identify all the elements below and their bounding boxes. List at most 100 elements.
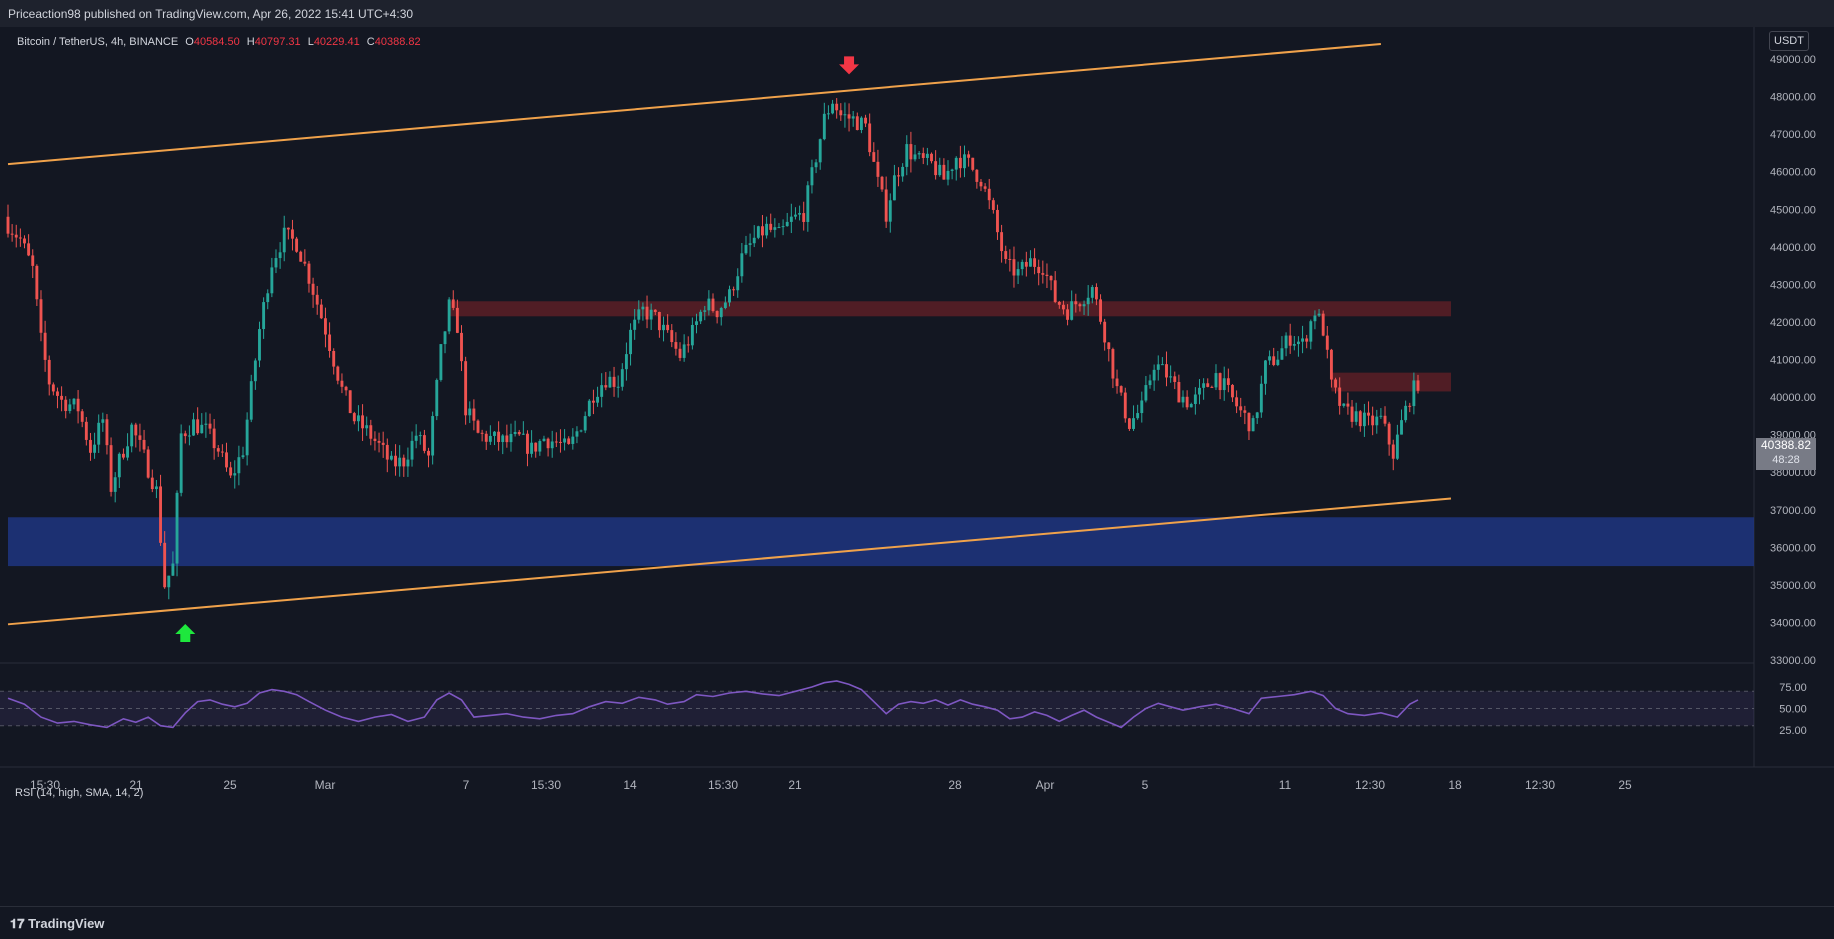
candle-body [934, 161, 938, 176]
candle-body [377, 440, 381, 443]
candle-body [443, 331, 447, 345]
price-tick-label: 41000.00 [1770, 355, 1816, 367]
candle-body [398, 457, 402, 467]
candle-body [1251, 418, 1255, 432]
candle-body [946, 170, 950, 180]
candle-body [311, 283, 315, 295]
candle-body [1367, 412, 1370, 416]
candle-body [84, 421, 88, 440]
candle-body [686, 344, 690, 346]
candle-body [653, 309, 657, 313]
candle-body [1342, 403, 1346, 406]
chart-legend: Bitcoin / TetherUS, 4h, BINANCE O40584.5… [17, 36, 421, 48]
candle-body [340, 380, 344, 387]
candle-body [954, 157, 958, 170]
candle-body [1371, 415, 1375, 426]
candle-body [105, 419, 109, 446]
candle-body [897, 175, 900, 177]
candle-body [967, 154, 971, 158]
candle-body [1391, 444, 1395, 459]
candle-body [732, 289, 736, 291]
candle-body [1309, 321, 1313, 342]
candle-body [464, 361, 468, 416]
low-label: L [307, 36, 314, 48]
candle-body [154, 486, 158, 490]
candle-body [884, 189, 888, 222]
candle-body [831, 103, 835, 114]
candle-body [18, 237, 22, 239]
candle-body [1037, 266, 1041, 274]
candle-body [1404, 405, 1408, 421]
candle-body [666, 324, 670, 331]
candle-body [839, 110, 843, 116]
candle-body [963, 154, 966, 169]
channel-lower-line[interactable] [7, 497, 1452, 626]
candle-body [1033, 258, 1037, 267]
candle-body [435, 379, 439, 417]
rsi-label[interactable]: RSI (14, high, SMA, 14, 2) [15, 787, 144, 799]
candle-body [1169, 376, 1173, 378]
candle-body [389, 455, 393, 460]
candle-body [678, 348, 682, 358]
candle-body [402, 457, 406, 467]
candle-body [212, 428, 216, 449]
channel-upper-line[interactable] [7, 42, 1381, 166]
candle-body [1020, 261, 1024, 270]
candle-body [1346, 403, 1350, 407]
candle-body [1210, 386, 1214, 388]
candle-body [777, 227, 781, 229]
candle-body [117, 453, 121, 478]
candle-body [765, 223, 769, 236]
candle-body [196, 419, 200, 434]
time-tick-label: 21 [788, 778, 802, 792]
candle-body [439, 344, 443, 380]
price-chart[interactable]: 49000.00 48000.00 47000.00 46000.00 45000.00… [0, 27, 1834, 906]
time-tick-label: 5 [1142, 778, 1149, 792]
candle-body [1086, 297, 1090, 305]
candle-body [1268, 356, 1272, 361]
candle-body [89, 439, 92, 453]
candle-body [971, 157, 975, 170]
candle-body [1144, 385, 1148, 401]
time-tick-label: 28 [948, 778, 962, 792]
tradingview-logo-icon: 𝟏𝟕 [10, 916, 29, 931]
candle-body [6, 216, 10, 234]
candle-body [835, 103, 839, 111]
candle-body [670, 330, 674, 343]
candle-body [1358, 411, 1362, 427]
candle-body [344, 386, 348, 391]
candle-body [703, 310, 707, 312]
high-label: H [246, 36, 255, 48]
candle-body [1148, 380, 1152, 386]
candle-body [695, 321, 698, 325]
candle-body [1264, 360, 1267, 384]
rsi-tick-label: 50.00 [1779, 704, 1807, 716]
candle-body [319, 304, 323, 319]
candle-body [23, 238, 26, 244]
candle-body [97, 422, 101, 445]
candle-body [328, 334, 332, 352]
price-tick-label: 35000.00 [1770, 580, 1816, 592]
candle-body [996, 209, 999, 233]
candle-body [121, 453, 125, 458]
candle-body [295, 238, 299, 252]
symbol-label[interactable]: Bitcoin / TetherUS, 4h, BINANCE [17, 36, 179, 48]
tradingview-logo[interactable]: 𝟏𝟕 TradingView [10, 916, 104, 932]
candle-body [571, 436, 575, 444]
candle-body [773, 227, 777, 230]
candle-body [249, 381, 253, 420]
candle-body [183, 433, 187, 437]
candle-body [1024, 261, 1028, 267]
candle-body [546, 438, 550, 449]
candle-body [1066, 309, 1070, 320]
candle-body [744, 244, 748, 254]
currency-button[interactable]: USDT [1769, 31, 1809, 51]
candle-body [1045, 274, 1049, 276]
tradingview-logo-text: TradingView [28, 916, 105, 931]
time-tick-label: 18 [1448, 778, 1462, 792]
candle-body [1189, 404, 1193, 408]
candle-body [608, 376, 612, 388]
candle-body [385, 444, 389, 460]
candle-body [1235, 397, 1239, 407]
candle-body [1239, 406, 1243, 411]
